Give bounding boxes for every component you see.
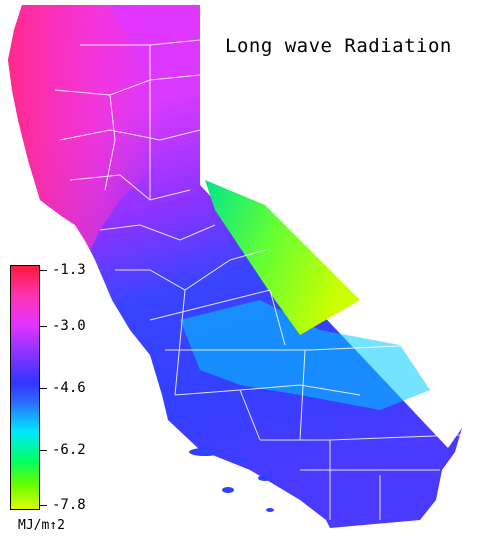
legend-tick-1: [39, 270, 47, 271]
legend-tick-label-4: -6.2: [52, 442, 86, 458]
legend-unit-label: MJ/m↑2: [18, 518, 65, 533]
legend-tick-2: [39, 326, 47, 327]
legend-tick-5: [39, 505, 47, 506]
map-title: Long wave Radiation: [225, 35, 452, 57]
channel-islands: [189, 448, 274, 512]
color-scale-bar: [10, 265, 40, 510]
county-lines: [54, 39, 461, 520]
legend-tick-label-1: -1.3: [52, 262, 86, 278]
legend-tick-label-3: -4.6: [52, 380, 86, 396]
legend-tick-3: [39, 388, 47, 389]
legend-tick-label-5: -7.8: [52, 497, 86, 513]
eastern-desert-zone: [205, 180, 360, 335]
northwest-high-zone: [8, 5, 160, 250]
legend-tick-label-2: -3.0: [52, 318, 86, 334]
legend-tick-4: [39, 450, 47, 451]
